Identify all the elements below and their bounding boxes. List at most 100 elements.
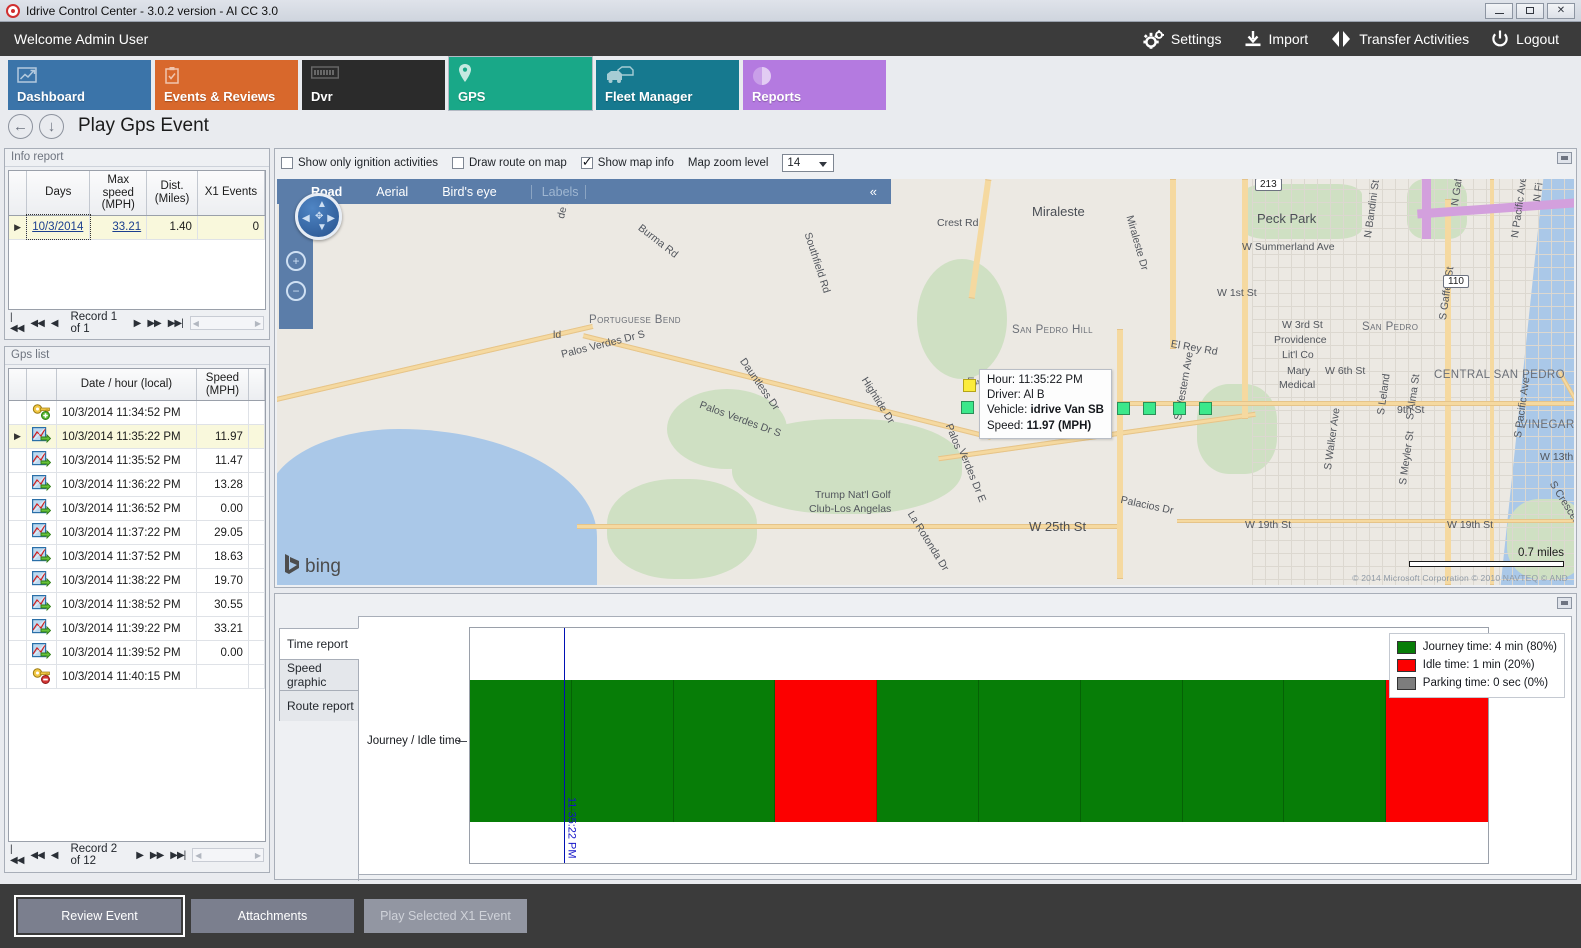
arrow-down-icon[interactable]: ↓ [39, 113, 64, 139]
cell-datetime: 10/3/2014 11:37:52 PM [56, 544, 197, 570]
chart-canvas[interactable]: Journey / Idle time 11:35:22 PM Journey … [358, 616, 1572, 875]
close-button[interactable]: ✕ [1547, 2, 1575, 19]
show-only-ignition-checkbox[interactable]: Show only ignition activities [281, 157, 438, 169]
gps-marker[interactable] [1117, 402, 1130, 415]
pager-prev[interactable]: ◀ [50, 849, 59, 861]
show-map-info-checkbox[interactable]: Show map info [580, 155, 674, 169]
draw-route-label: Draw route on map [469, 157, 567, 169]
review-event-button[interactable]: Review Event [14, 895, 185, 937]
pan-down-icon[interactable]: ▼ [317, 222, 327, 233]
tab-gps[interactable]: GPS [448, 56, 593, 111]
tab-dashboard[interactable]: Dashboard [8, 60, 151, 110]
table-row[interactable]: 10/3/2014 11:38:52 PM 30.55 [9, 592, 265, 618]
horizontal-scrollbar[interactable]: ◀ ▶ [192, 848, 264, 862]
import-button[interactable]: Import [1244, 30, 1308, 48]
table-row[interactable]: 10/3/2014 11:40:15 PM [9, 664, 265, 690]
map-pan-control[interactable]: ▲ ▼ ◀ ▶ ✥ [295, 193, 342, 240]
tab-time-report[interactable]: Time report [279, 628, 359, 659]
settings-button[interactable]: Settings [1143, 29, 1222, 49]
table-row[interactable]: 10/3/2014 11:34:52 PM [9, 400, 265, 426]
maximize-button[interactable] [1516, 2, 1544, 19]
table-row[interactable]: 10/3/2014 11:37:52 PM 18.63 [9, 544, 265, 570]
table-row[interactable]: 10/3/2014 11:39:22 PM 33.21 [9, 616, 265, 642]
col-datetime[interactable]: Date / hour (local) [56, 369, 197, 402]
col-max-speed[interactable]: Max speed (MPH) [89, 171, 148, 216]
attachments-button[interactable]: Attachments [191, 899, 354, 933]
tab-dvr[interactable]: Dvr [302, 60, 445, 110]
gps-point-icon [26, 472, 57, 498]
map-label: CENTRAL SAN PEDRO [1434, 369, 1565, 381]
left-column: Info report Days Max speed (MPH) Dist. (Mil… [4, 148, 270, 880]
map-mode-aerial[interactable]: Aerial [376, 184, 409, 199]
transfer-icon [1330, 30, 1352, 48]
cell-days[interactable]: 10/3/2014 [25, 214, 91, 241]
tab-route-report[interactable]: Route report [279, 690, 359, 721]
col-x1-events[interactable]: X1 Events [197, 171, 265, 216]
cell-filler [248, 496, 265, 522]
gps-marker[interactable] [1173, 402, 1186, 415]
gps-marker-start[interactable] [963, 379, 976, 392]
tab-reports[interactable]: Reports [743, 60, 886, 110]
table-row[interactable]: ▶ 10/3/2014 33.21 1.40 0 [9, 214, 265, 241]
pager-first[interactable]: |◀◀ [10, 312, 24, 334]
arrow-left-icon[interactable]: ← [8, 113, 33, 139]
row-marker [9, 616, 27, 642]
table-row[interactable]: 10/3/2014 11:36:22 PM 13.28 [9, 472, 265, 498]
tab-fleet-manager[interactable]: Fleet Manager [596, 60, 739, 110]
chart-up-icon [17, 66, 39, 89]
table-row[interactable]: 10/3/2014 11:36:52 PM 0.00 [9, 496, 265, 522]
chart-time-cursor[interactable]: 11:35:22 PM [563, 628, 578, 863]
logout-button[interactable]: Logout [1491, 30, 1559, 48]
zoom-in-icon[interactable]: + [286, 251, 306, 271]
info-report-title: Info report [5, 149, 269, 167]
gps-point-icon [26, 616, 57, 642]
gps-list-grid[interactable]: Date / hour (local) Speed (MPH) 10/3/2014… [8, 368, 266, 842]
chart-panel-restore-button[interactable] [1557, 597, 1572, 609]
minimize-button[interactable] [1485, 2, 1513, 19]
pager-next-page[interactable]: ▶▶ [149, 849, 164, 861]
table-row[interactable]: 10/3/2014 11:37:22 PM 29.05 [9, 520, 265, 546]
map-mode-birds-eye[interactable]: Bird's eye [442, 184, 497, 199]
pager-first[interactable]: |◀◀ [10, 844, 24, 866]
map-mode-labels[interactable]: Labels [530, 184, 586, 199]
bing-logo[interactable]: bing [283, 553, 341, 581]
cell-filler [248, 544, 265, 570]
draw-route-checkbox[interactable]: Draw route on map [452, 157, 567, 169]
pager-next[interactable]: ▶ [133, 317, 142, 329]
map-label: Providence [1274, 334, 1327, 346]
tab-speed-graphic[interactable]: Speed graphic [279, 659, 359, 690]
collapse-map-bar-icon[interactable]: « [869, 184, 877, 199]
pan-center-icon[interactable]: ✥ [315, 211, 324, 222]
pan-left-icon[interactable]: ◀ [302, 213, 310, 224]
map-panel-restore-button[interactable] [1557, 152, 1572, 164]
bing-map[interactable]: Road Aerial Bird's eye Labels « + − ▲ ▼ … [277, 179, 1574, 585]
info-report-grid[interactable]: Days Max speed (MPH) Dist. (Miles) X1 Event… [8, 170, 266, 310]
map-pin-icon [458, 63, 472, 88]
table-row[interactable]: 10/3/2014 11:39:52 PM 0.00 [9, 640, 265, 666]
pager-prev-page[interactable]: ◀◀ [30, 849, 44, 861]
pager-last[interactable]: ▶▶| [170, 849, 186, 861]
col-speed[interactable]: Speed (MPH) [196, 369, 249, 402]
pager-last[interactable]: ▶▶| [167, 317, 184, 329]
gps-marker[interactable] [961, 401, 974, 414]
table-row[interactable]: ▶ 10/3/2014 11:35:22 PM 11.97 [9, 424, 265, 450]
gps-marker[interactable] [1143, 402, 1156, 415]
pager-next[interactable]: ▶ [136, 849, 144, 861]
zoom-out-icon[interactable]: − [286, 281, 306, 301]
table-row[interactable]: 10/3/2014 11:38:22 PM 19.70 [9, 568, 265, 594]
chart-segment-journey [571, 680, 674, 822]
pan-up-icon[interactable]: ▲ [317, 199, 327, 210]
gps-marker[interactable] [1199, 402, 1212, 415]
map-zoom-level-select[interactable]: 14 [782, 154, 835, 172]
col-dist[interactable]: Dist. (Miles) [146, 171, 198, 216]
tab-events-reviews[interactable]: Events & Reviews [155, 60, 298, 110]
pager-prev-page[interactable]: ◀◀ [30, 317, 44, 329]
pager-next-page[interactable]: ▶▶ [147, 317, 161, 329]
col-days[interactable]: Days [26, 171, 91, 216]
pan-right-icon[interactable]: ▶ [327, 213, 335, 224]
pager-prev[interactable]: ◀ [50, 317, 59, 329]
map-label: W 19th St [1245, 519, 1292, 531]
table-row[interactable]: 10/3/2014 11:35:52 PM 11.47 [9, 448, 265, 474]
transfer-activities-button[interactable]: Transfer Activities [1330, 30, 1469, 48]
horizontal-scrollbar[interactable]: ◀ ▶ [189, 316, 264, 330]
